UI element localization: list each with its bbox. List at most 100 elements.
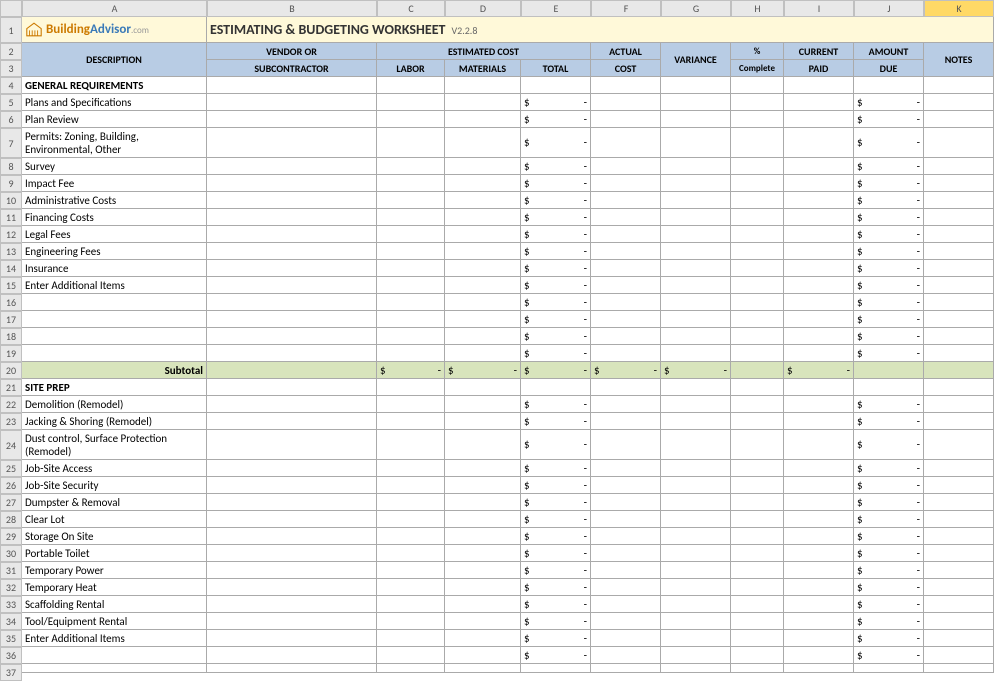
dollar-cell[interactable]: $- xyxy=(661,362,731,379)
empty-cell[interactable] xyxy=(591,77,661,94)
notes-cell[interactable] xyxy=(924,596,994,613)
empty-cell[interactable] xyxy=(207,328,377,345)
materials-cell[interactable] xyxy=(445,243,521,260)
empty-cell[interactable] xyxy=(377,647,445,664)
actual-cell[interactable] xyxy=(591,562,661,579)
empty-cell[interactable] xyxy=(207,345,377,362)
dollar-cell[interactable]: $- xyxy=(521,647,591,664)
notes-cell[interactable] xyxy=(924,460,994,477)
dollar-cell[interactable]: $- xyxy=(854,596,924,613)
subtotal-cell[interactable] xyxy=(207,362,377,379)
materials-cell[interactable] xyxy=(445,430,521,460)
empty-cell[interactable] xyxy=(784,294,854,311)
variance-cell[interactable] xyxy=(661,209,731,226)
row-header[interactable]: 11 xyxy=(0,209,22,226)
materials-cell[interactable] xyxy=(445,562,521,579)
row-header[interactable]: 32 xyxy=(0,579,22,596)
notes-cell[interactable] xyxy=(924,209,994,226)
variance-cell[interactable] xyxy=(661,460,731,477)
notes-cell[interactable] xyxy=(924,430,994,460)
actual-cell[interactable] xyxy=(591,158,661,175)
empty-cell[interactable] xyxy=(591,328,661,345)
col-header-C[interactable]: C xyxy=(377,0,445,17)
notes-cell[interactable] xyxy=(924,277,994,294)
labor-cell[interactable] xyxy=(377,430,445,460)
empty-cell[interactable] xyxy=(784,328,854,345)
row-header[interactable]: 31 xyxy=(0,562,22,579)
vendor-cell[interactable] xyxy=(207,260,377,277)
item-description[interactable]: Administrative Costs xyxy=(22,192,207,209)
variance-cell[interactable] xyxy=(661,545,731,562)
item-description[interactable]: Scaffolding Rental xyxy=(22,596,207,613)
dollar-cell[interactable]: $- xyxy=(521,175,591,192)
dollar-cell[interactable]: $- xyxy=(521,396,591,413)
dollar-cell[interactable]: $- xyxy=(854,494,924,511)
col-header-G[interactable]: G xyxy=(661,0,731,17)
dollar-cell[interactable]: $- xyxy=(521,311,591,328)
vendor-cell[interactable] xyxy=(207,430,377,460)
dollar-cell[interactable]: $- xyxy=(521,243,591,260)
dollar-cell[interactable]: $- xyxy=(521,345,591,362)
dollar-cell[interactable]: $- xyxy=(854,477,924,494)
empty-cell[interactable] xyxy=(445,664,521,673)
empty-cell[interactable] xyxy=(924,328,994,345)
actual-cell[interactable] xyxy=(591,413,661,430)
pct-cell[interactable] xyxy=(731,494,784,511)
labor-cell[interactable] xyxy=(377,477,445,494)
col-header-K[interactable]: K xyxy=(924,0,994,17)
variance-cell[interactable] xyxy=(661,413,731,430)
row-header[interactable]: 20 xyxy=(0,362,22,379)
empty-cell[interactable] xyxy=(731,77,784,94)
variance-cell[interactable] xyxy=(661,528,731,545)
materials-cell[interactable] xyxy=(445,158,521,175)
dollar-cell[interactable]: $- xyxy=(854,647,924,664)
dollar-cell[interactable]: $- xyxy=(521,511,591,528)
dollar-cell[interactable]: $- xyxy=(854,277,924,294)
labor-cell[interactable] xyxy=(377,562,445,579)
variance-cell[interactable] xyxy=(661,128,731,158)
empty-cell[interactable] xyxy=(22,647,207,664)
vendor-cell[interactable] xyxy=(207,277,377,294)
empty-cell[interactable] xyxy=(22,294,207,311)
pct-cell[interactable] xyxy=(731,226,784,243)
col-header-I[interactable]: I xyxy=(784,0,854,17)
paid-cell[interactable] xyxy=(784,260,854,277)
row-header[interactable]: 25 xyxy=(0,460,22,477)
row-header[interactable]: 13 xyxy=(0,243,22,260)
variance-cell[interactable] xyxy=(661,562,731,579)
dollar-cell[interactable]: $- xyxy=(854,545,924,562)
dollar-cell[interactable]: $- xyxy=(521,460,591,477)
pct-cell[interactable] xyxy=(731,260,784,277)
materials-cell[interactable] xyxy=(445,579,521,596)
paid-cell[interactable] xyxy=(784,226,854,243)
variance-cell[interactable] xyxy=(661,511,731,528)
row-header[interactable]: 19 xyxy=(0,345,22,362)
pct-cell[interactable] xyxy=(731,528,784,545)
notes-cell[interactable] xyxy=(924,243,994,260)
pct-cell[interactable] xyxy=(731,111,784,128)
empty-cell[interactable] xyxy=(377,77,445,94)
materials-cell[interactable] xyxy=(445,413,521,430)
item-description[interactable]: Legal Fees xyxy=(22,226,207,243)
pct-cell[interactable] xyxy=(731,94,784,111)
dollar-cell[interactable]: $- xyxy=(784,362,854,379)
paid-cell[interactable] xyxy=(784,477,854,494)
notes-cell[interactable] xyxy=(924,511,994,528)
actual-cell[interactable] xyxy=(591,243,661,260)
variance-cell[interactable] xyxy=(661,111,731,128)
vendor-cell[interactable] xyxy=(207,128,377,158)
empty-cell[interactable] xyxy=(731,328,784,345)
col-header-A[interactable]: A xyxy=(22,0,207,17)
empty-cell[interactable] xyxy=(445,345,521,362)
pct-cell[interactable] xyxy=(731,613,784,630)
row-header[interactable]: 36 xyxy=(0,647,22,664)
paid-cell[interactable] xyxy=(784,430,854,460)
paid-cell[interactable] xyxy=(784,562,854,579)
empty-cell[interactable] xyxy=(731,294,784,311)
notes-cell[interactable] xyxy=(924,128,994,158)
dollar-cell[interactable]: $- xyxy=(854,460,924,477)
dollar-cell[interactable]: $- xyxy=(854,243,924,260)
col-header-F[interactable]: F xyxy=(591,0,661,17)
dollar-cell[interactable]: $- xyxy=(521,128,591,158)
variance-cell[interactable] xyxy=(661,94,731,111)
